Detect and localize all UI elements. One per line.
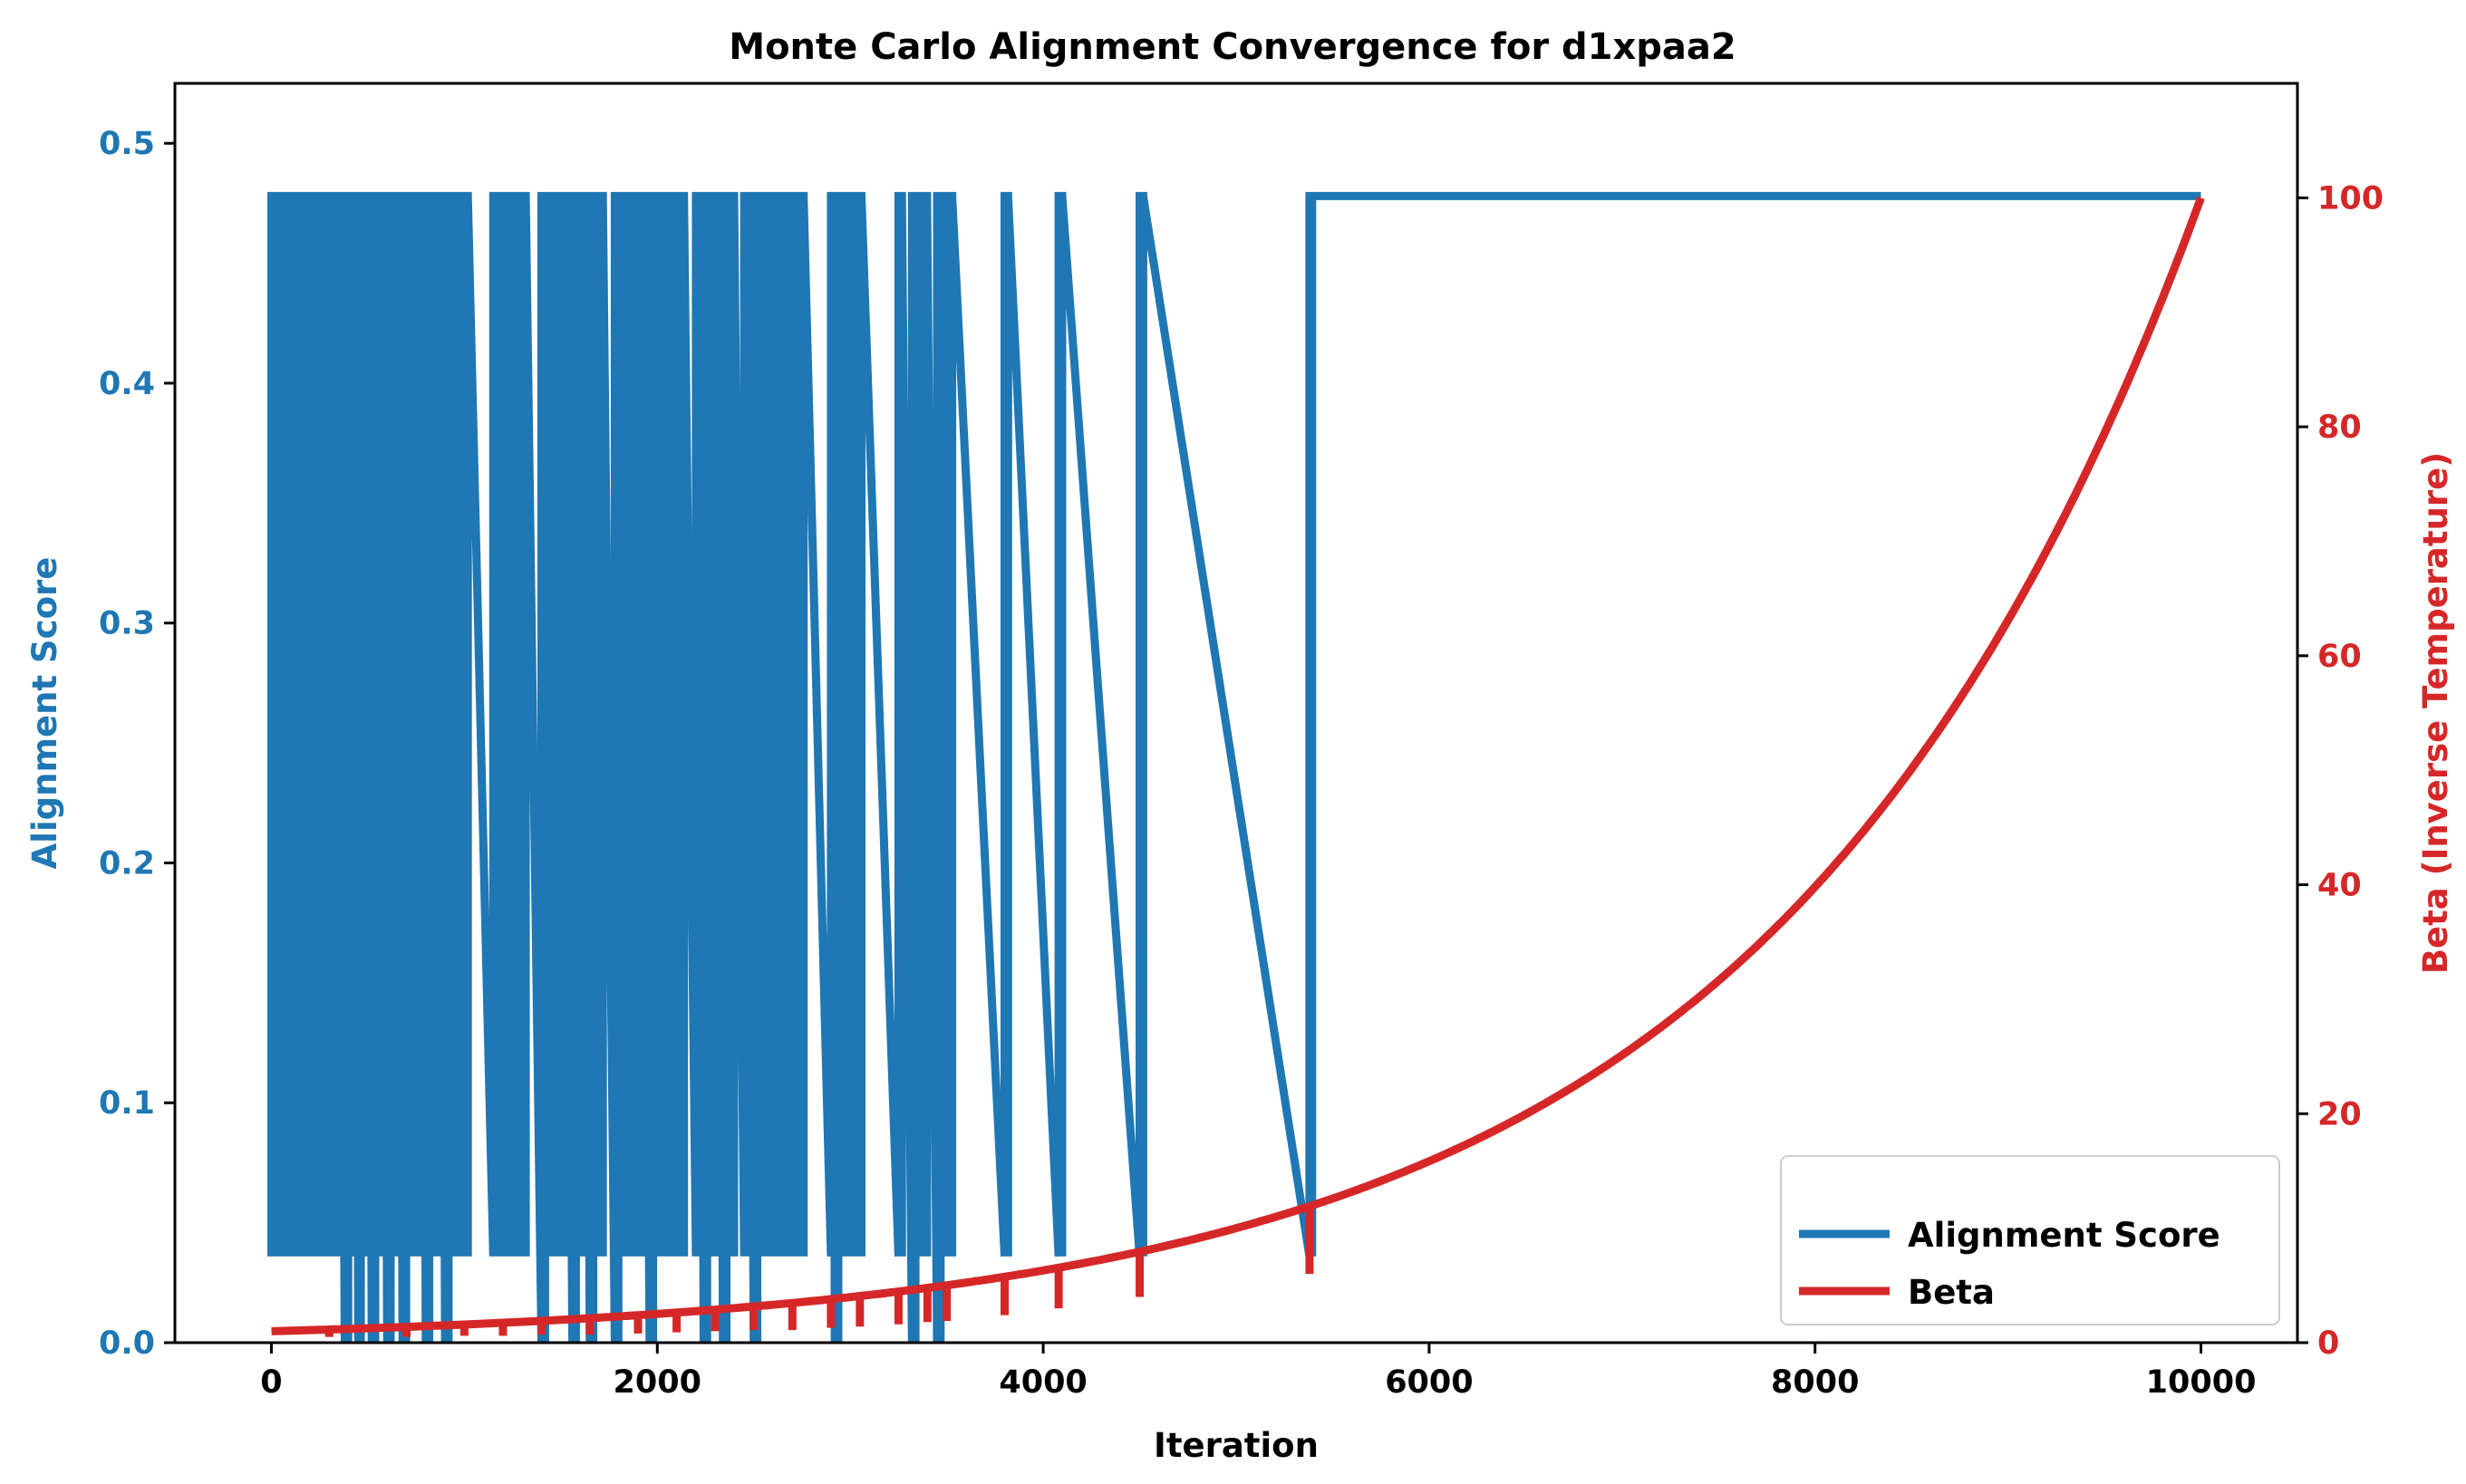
y2-tick-label: 100	[2317, 180, 2384, 217]
legend-label-score: Alignment Score	[1908, 1216, 2220, 1255]
plot-frame	[173, 82, 2299, 1344]
y-axis-left: 0.0 0.1 0.2 0.3 0.4 0.5	[99, 126, 175, 1362]
y-axis-label: Alignment Score	[25, 557, 64, 870]
y-tick-label: 0.1	[99, 1085, 155, 1122]
score-series	[267, 191, 2201, 1343]
chart-title: Monte Carlo Alignment Convergence for d1…	[729, 26, 1736, 68]
y2-axis-label: Beta (Inverse Temperature)	[2416, 452, 2455, 974]
x-tick-label: 10000	[2146, 1364, 2257, 1401]
legend-label-beta: Beta	[1908, 1273, 1995, 1312]
x-axis: 0 2000 4000 6000 8000 10000	[260, 1343, 2256, 1401]
y-tick-label: 0.5	[99, 126, 155, 162]
y2-tick-label: 0	[2317, 1325, 2339, 1362]
beta-series	[271, 196, 2205, 1337]
y-tick-label: 0.0	[99, 1325, 155, 1362]
x-tick-label: 8000	[1771, 1364, 1859, 1401]
y2-tick-label: 60	[2317, 639, 2362, 675]
x-tick-label: 6000	[1385, 1364, 1473, 1401]
legend-box	[1780, 1155, 2280, 1325]
legend: Alignment Score Beta	[1780, 1155, 2280, 1325]
y2-tick-label: 80	[2317, 410, 2362, 446]
x-tick-label: 0	[260, 1364, 282, 1401]
x-tick-label: 4000	[999, 1364, 1087, 1401]
x-tick-label: 2000	[614, 1364, 701, 1401]
y-tick-label: 0.2	[99, 845, 155, 882]
score-line	[267, 191, 2201, 1343]
y-tick-label: 0.3	[99, 606, 155, 642]
y-tick-label: 0.4	[99, 366, 155, 402]
y2-tick-label: 20	[2317, 1096, 2362, 1132]
y-axis-right: 0 20 40 60 80 100	[2297, 180, 2384, 1362]
y2-tick-label: 40	[2317, 868, 2362, 904]
beta-line	[271, 196, 2205, 1335]
x-axis-label: Iteration	[1154, 1426, 1319, 1465]
